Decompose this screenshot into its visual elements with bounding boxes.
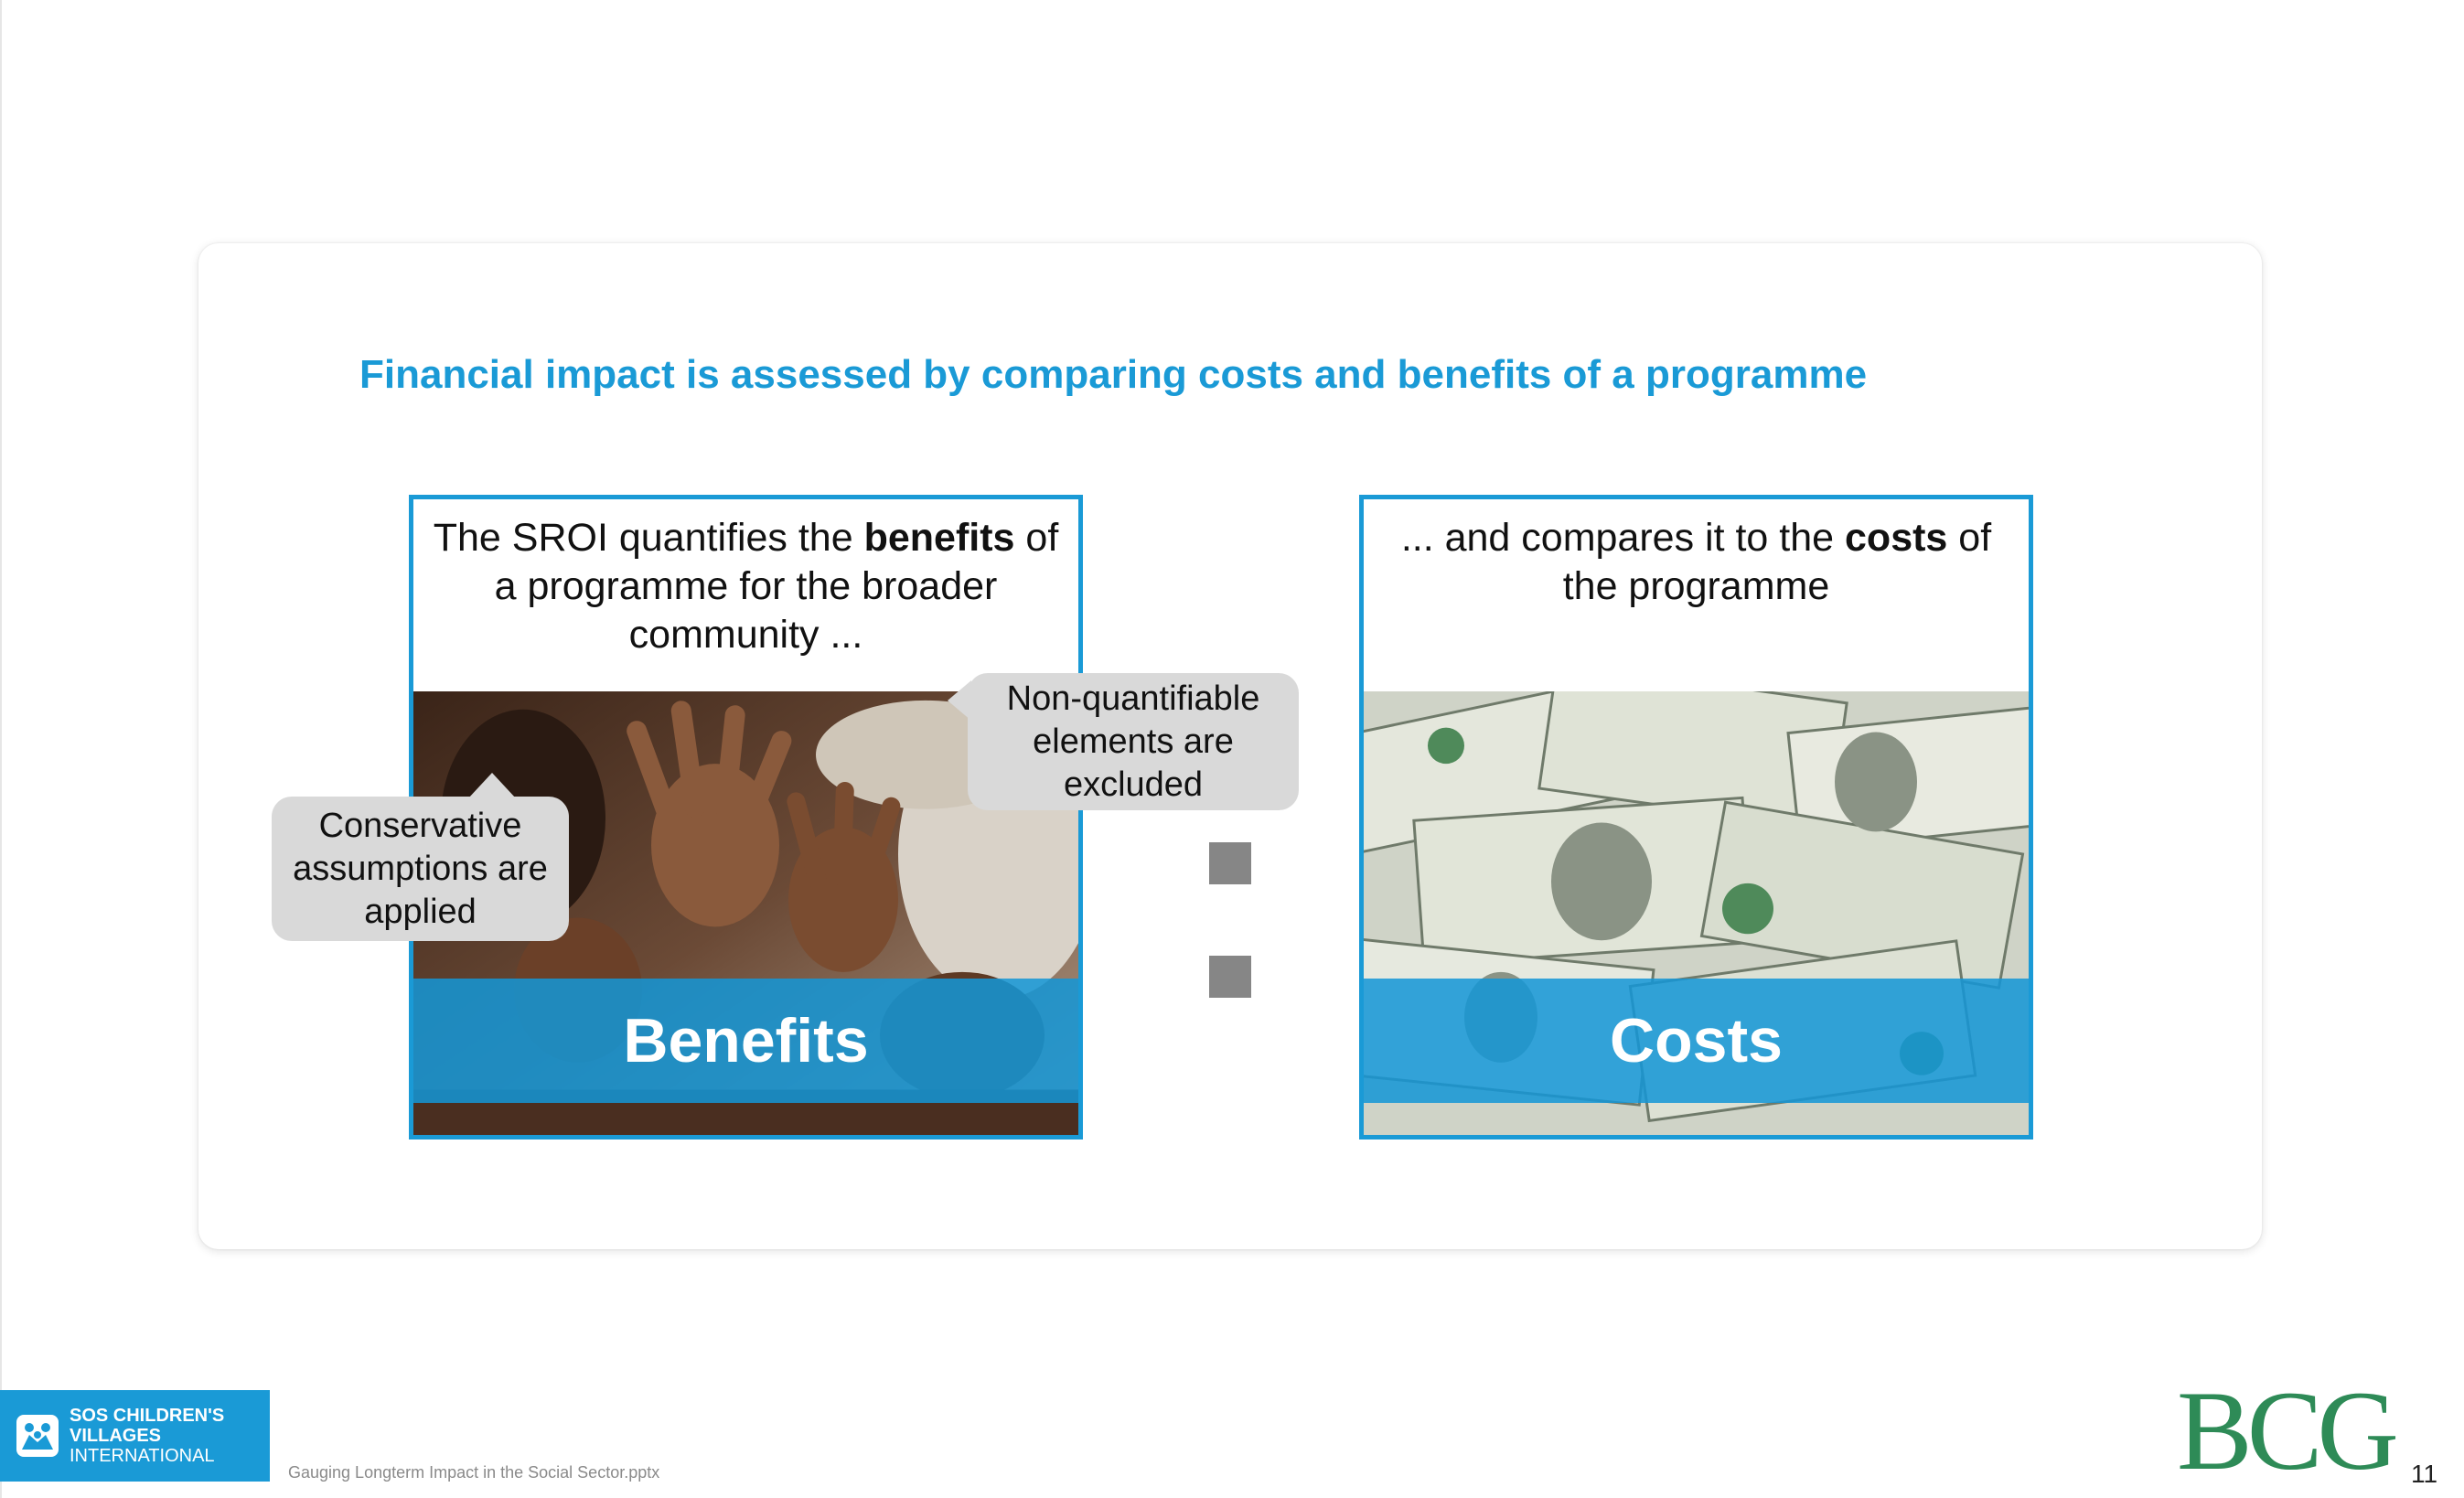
division-dot-bottom — [1209, 956, 1251, 998]
slide-left-border — [0, 0, 2, 1498]
sos-children-icon — [16, 1415, 59, 1457]
page-number: 11 — [2411, 1460, 2438, 1488]
benefits-keyword: benefits — [863, 516, 1015, 560]
bcg-logo: BCG — [2177, 1368, 2399, 1493]
costs-description: ... and compares it to the costs of the … — [1400, 516, 1992, 608]
footer-file-name: Gauging Longterm Impact in the Social Se… — [288, 1463, 660, 1482]
callout-conservative-assumptions: Conservative assumptions are applied — [272, 797, 569, 941]
costs-panel: ... and compares it to the costs of the … — [1359, 495, 2033, 1140]
benefits-band-label: Benefits — [413, 979, 1078, 1103]
sos-logo-text: SOS CHILDREN'S VILLAGES INTERNATIONAL — [70, 1406, 225, 1466]
slide-title: Financial impact is assessed by comparin… — [359, 352, 1868, 397]
costs-keyword: costs — [1845, 516, 1948, 560]
costs-band-label: Costs — [1364, 979, 2029, 1103]
division-dot-top — [1209, 842, 1251, 884]
sos-childrens-villages-logo: SOS CHILDREN'S VILLAGES INTERNATIONAL — [0, 1390, 270, 1482]
callout-left-pointer — [468, 773, 516, 798]
callout-right-pointer — [948, 680, 971, 721]
benefits-description: The SROI quantifies the benefits of a pr… — [433, 516, 1059, 657]
callout-non-quantifiable: Non-quantifiable elements are excluded — [968, 673, 1299, 810]
